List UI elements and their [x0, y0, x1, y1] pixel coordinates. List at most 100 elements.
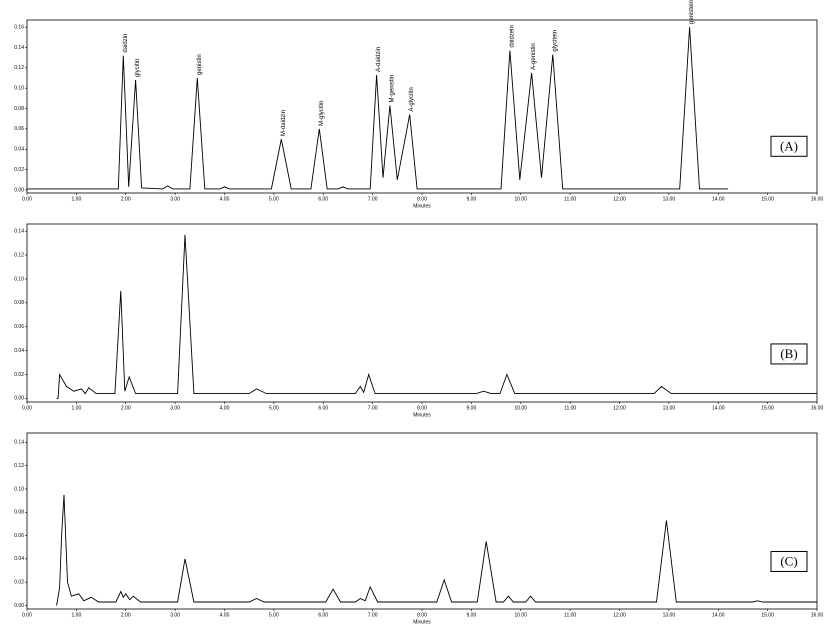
x-tick-label: 13.00: [663, 612, 676, 618]
x-tick-label: 12.00: [613, 196, 626, 202]
y-tick-label: 0.14: [14, 440, 24, 446]
peak-label: glycitein: [552, 30, 558, 52]
y-tick-label: 0.14: [14, 228, 24, 234]
y-tick-label: 0.12: [14, 65, 24, 71]
peak-label: M-daidzin: [281, 110, 287, 136]
peak-label: daidzin: [123, 34, 129, 53]
trace: [56, 494, 817, 606]
x-tick-label: 7.00: [368, 405, 378, 411]
x-tick-label: 5.00: [269, 405, 279, 411]
x-tick-label: 0.00: [22, 405, 32, 411]
peak-label: genistin: [197, 54, 203, 75]
y-tick-label: 0.06: [14, 533, 24, 539]
x-tick-label: 7.00: [368, 612, 378, 618]
peak-label: A-daidzin: [376, 47, 382, 72]
y-tick-label: 0.04: [14, 147, 24, 153]
y-tick-label: 0.16: [14, 24, 24, 30]
y-tick-label: 0.08: [14, 106, 24, 112]
x-tick-label: 6.00: [318, 196, 328, 202]
y-tick-label: 0.06: [14, 324, 24, 330]
y-tick-label: 0.10: [14, 276, 24, 282]
y-tick-label: 0.12: [14, 252, 24, 258]
y-tick-label: 0.08: [14, 300, 24, 306]
y-tick-label: 0.06: [14, 126, 24, 132]
x-tick-label: 10.00: [514, 196, 527, 202]
x-axis-label: Minutes: [413, 203, 431, 209]
plot-frame: [26, 223, 818, 403]
x-tick-label: 2.00: [121, 612, 131, 618]
x-tick-label: 5.00: [269, 612, 279, 618]
x-tick-label: 3.00: [170, 612, 180, 618]
x-tick-label: 1.00: [72, 405, 82, 411]
panel-label-box: [770, 135, 808, 157]
y-tick-label: 0.00: [14, 396, 24, 402]
x-tick-label: 11.00: [564, 612, 576, 618]
y-tick-label: 0.00: [14, 187, 24, 193]
x-tick-label: 9.00: [467, 405, 477, 411]
x-tick-label: 1.00: [72, 196, 82, 202]
trace: [27, 27, 729, 190]
peak-label: daidzein: [509, 25, 515, 47]
x-tick-label: 3.00: [170, 196, 180, 202]
x-tick-label: 6.00: [318, 405, 328, 411]
x-tick-label: 11.00: [564, 405, 576, 411]
x-tick-label: 11.00: [564, 196, 576, 202]
peak-label: M-glycitin: [319, 101, 325, 126]
x-tick-label: 15.00: [761, 612, 774, 618]
x-tick-label: 4.00: [220, 405, 230, 411]
y-tick-label: 0.04: [14, 348, 24, 354]
panel-label-box: [770, 550, 808, 572]
x-tick-label: 16.00: [811, 612, 824, 618]
peak-label: M-genistin: [389, 75, 395, 103]
x-tick-label: 0.00: [22, 612, 32, 618]
x-tick-label: 4.00: [220, 196, 230, 202]
trace: [56, 234, 817, 399]
y-tick-label: 0.10: [14, 86, 24, 92]
x-tick-label: 10.00: [514, 612, 527, 618]
x-tick-label: 15.00: [761, 405, 774, 411]
plot-frame: [26, 432, 818, 610]
y-tick-label: 0.02: [14, 580, 24, 586]
y-tick-label: 0.00: [14, 603, 24, 609]
x-tick-label: 4.00: [220, 612, 230, 618]
x-tick-label: 8.00: [417, 612, 427, 618]
x-tick-label: 14.00: [712, 612, 725, 618]
peak-label: A-genistin: [531, 43, 537, 70]
y-tick-label: 0.12: [14, 463, 24, 469]
x-tick-label: 12.00: [613, 612, 626, 618]
panel-label-box: [770, 343, 808, 365]
x-tick-label: 5.00: [269, 196, 279, 202]
x-tick-label: 8.00: [417, 196, 427, 202]
y-tick-label: 0.08: [14, 510, 24, 516]
panel-label: (C): [780, 553, 797, 568]
x-tick-label: 2.00: [121, 405, 131, 411]
x-tick-label: 6.00: [318, 612, 328, 618]
panel-label: (B): [780, 346, 797, 361]
x-tick-label: 7.00: [368, 196, 378, 202]
x-tick-label: 12.00: [613, 405, 626, 411]
x-tick-label: 9.00: [467, 612, 477, 618]
x-tick-label: 16.00: [811, 196, 824, 202]
x-tick-label: 1.00: [72, 612, 82, 618]
panel-label: (A): [780, 138, 798, 153]
x-tick-label: 13.00: [663, 405, 676, 411]
x-axis-label: Minutes: [413, 619, 431, 625]
y-tick-label: 0.10: [14, 486, 24, 492]
x-tick-label: 3.00: [170, 405, 180, 411]
x-tick-label: 13.00: [663, 196, 676, 202]
x-axis-label: Minutes: [413, 412, 431, 418]
y-tick-label: 0.02: [14, 167, 24, 173]
x-tick-label: 14.00: [712, 405, 725, 411]
peak-label: glycitin: [135, 59, 141, 77]
peak-label: A-glycitin: [409, 87, 415, 111]
x-tick-label: 0.00: [22, 196, 32, 202]
peak-label: genistein: [689, 0, 695, 24]
y-tick-label: 0.14: [14, 45, 24, 51]
x-tick-label: 2.00: [121, 196, 131, 202]
x-tick-label: 10.00: [514, 405, 527, 411]
y-tick-label: 0.04: [14, 556, 24, 562]
x-tick-label: 16.00: [811, 405, 824, 411]
x-tick-label: 15.00: [761, 196, 774, 202]
x-tick-label: 9.00: [467, 196, 477, 202]
